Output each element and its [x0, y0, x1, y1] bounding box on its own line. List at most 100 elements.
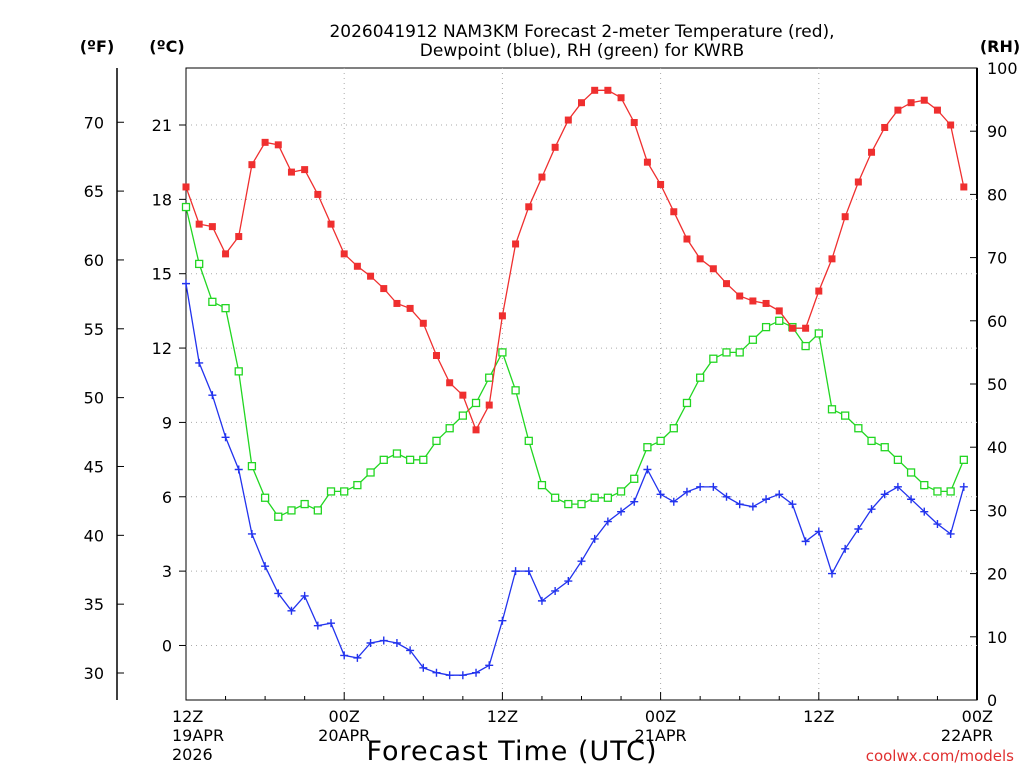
temperature-point [314, 190, 322, 198]
temperature-point [419, 319, 427, 327]
rh-point [313, 506, 322, 515]
temperature-point [604, 86, 612, 94]
fahrenheit-tick-label: 45 [84, 457, 104, 476]
temperature-point [353, 262, 361, 270]
temperature-point [406, 304, 414, 312]
rh-tick-label: 70 [987, 249, 1007, 268]
temperature-point [261, 138, 269, 146]
temperature-point [446, 379, 454, 387]
rh-point [300, 499, 309, 509]
dewpoint-point [445, 671, 454, 680]
celsius-tick-label: 6 [162, 488, 172, 507]
rh-point [643, 443, 652, 452]
fahrenheit-tick-label: 50 [84, 389, 104, 408]
temperature-point [670, 208, 678, 216]
rh-point [603, 493, 613, 502]
temperature-point [788, 324, 796, 332]
dewpoint-point [709, 482, 718, 491]
celsius-tick-label: 21 [152, 116, 172, 135]
temperature-point [564, 116, 572, 124]
dewpoint-point [577, 557, 586, 566]
dewpoint-series [182, 279, 968, 680]
temperature-point [881, 123, 889, 131]
temperature-point [907, 99, 915, 107]
rh-point [405, 455, 415, 464]
temperature-point [815, 287, 823, 295]
rh-point [959, 455, 968, 464]
rh-point [735, 348, 744, 357]
temperature-point [828, 255, 836, 263]
rh-point [761, 322, 771, 332]
rh-tick-label: 40 [987, 438, 1007, 457]
temperature-point [512, 240, 520, 248]
temperature-point [327, 220, 335, 228]
dewpoint-point [458, 671, 467, 680]
dewpoint-point [485, 661, 494, 670]
dewpoint-point [656, 490, 665, 499]
temperature-point [235, 233, 243, 241]
dewpoint-point [735, 500, 744, 509]
dewpoint-point [867, 505, 876, 514]
temperature-point [933, 106, 941, 114]
temperature-point [432, 351, 440, 359]
dewpoint-point [406, 646, 415, 655]
temperature-point [301, 166, 309, 174]
rh-point [669, 424, 678, 433]
dewpoint-point [472, 668, 481, 677]
dewpoint-point [524, 567, 533, 576]
rh-point [537, 480, 547, 490]
dewpoint-point [933, 520, 942, 529]
dewpoint-point [379, 636, 388, 645]
celsius-unit-label: (ºC) [149, 37, 184, 56]
rh-tick-label: 90 [987, 122, 1007, 141]
temperature-point [459, 391, 467, 399]
rh-point [920, 480, 929, 490]
temperature-point [868, 148, 876, 156]
dewpoint-point [274, 589, 283, 598]
rh-point [511, 386, 520, 395]
temperature-point [340, 250, 348, 258]
rh-point [814, 329, 823, 338]
rh-point [181, 202, 191, 212]
rh-point [458, 411, 468, 420]
temperature-point [841, 213, 849, 221]
dewpoint-point [775, 490, 784, 499]
dewpoint-point [511, 567, 520, 576]
temperature-point [578, 99, 585, 107]
rh-point [854, 424, 863, 433]
rh-point [564, 499, 573, 509]
temperature-point [657, 180, 665, 188]
dewpoint-point [696, 482, 705, 491]
temperature-point [960, 183, 968, 191]
fahrenheit-tick-label: 55 [84, 320, 104, 339]
dewpoint-point [366, 638, 375, 647]
temperature-point [248, 161, 256, 169]
celsius-tick-label: 0 [162, 636, 172, 655]
temperature-point [538, 173, 546, 181]
dewpoint-point [590, 534, 599, 543]
fahrenheit-tick-label: 40 [84, 526, 104, 545]
temperature-point [749, 297, 757, 305]
temperature-point [762, 299, 770, 307]
dewpoint-point [353, 653, 362, 662]
rh-point [906, 468, 916, 477]
chart-title: 2026041912 NAM3KM Forecast 2-meter Tempe… [329, 22, 834, 42]
temperature-point [630, 119, 638, 127]
rh-point [366, 468, 375, 477]
dewpoint-point [221, 433, 230, 442]
dewpoint-point [841, 544, 850, 553]
dewpoint-point [893, 482, 902, 491]
time-tick-year: 2026 [172, 745, 213, 764]
celsius-axis: 0 3 6 9 12 15 18 21 [152, 116, 186, 655]
credit-text: coolwx.com/models [866, 747, 1014, 765]
temperature-point [380, 285, 388, 293]
rh-point [827, 405, 837, 414]
time-tick-label: 00Z [645, 707, 676, 726]
dewpoint-point [392, 638, 401, 647]
rh-point [326, 487, 336, 496]
rh-point [392, 449, 402, 458]
temperature-point [498, 312, 506, 320]
temperature-point [617, 94, 625, 102]
rh-point [471, 398, 481, 408]
